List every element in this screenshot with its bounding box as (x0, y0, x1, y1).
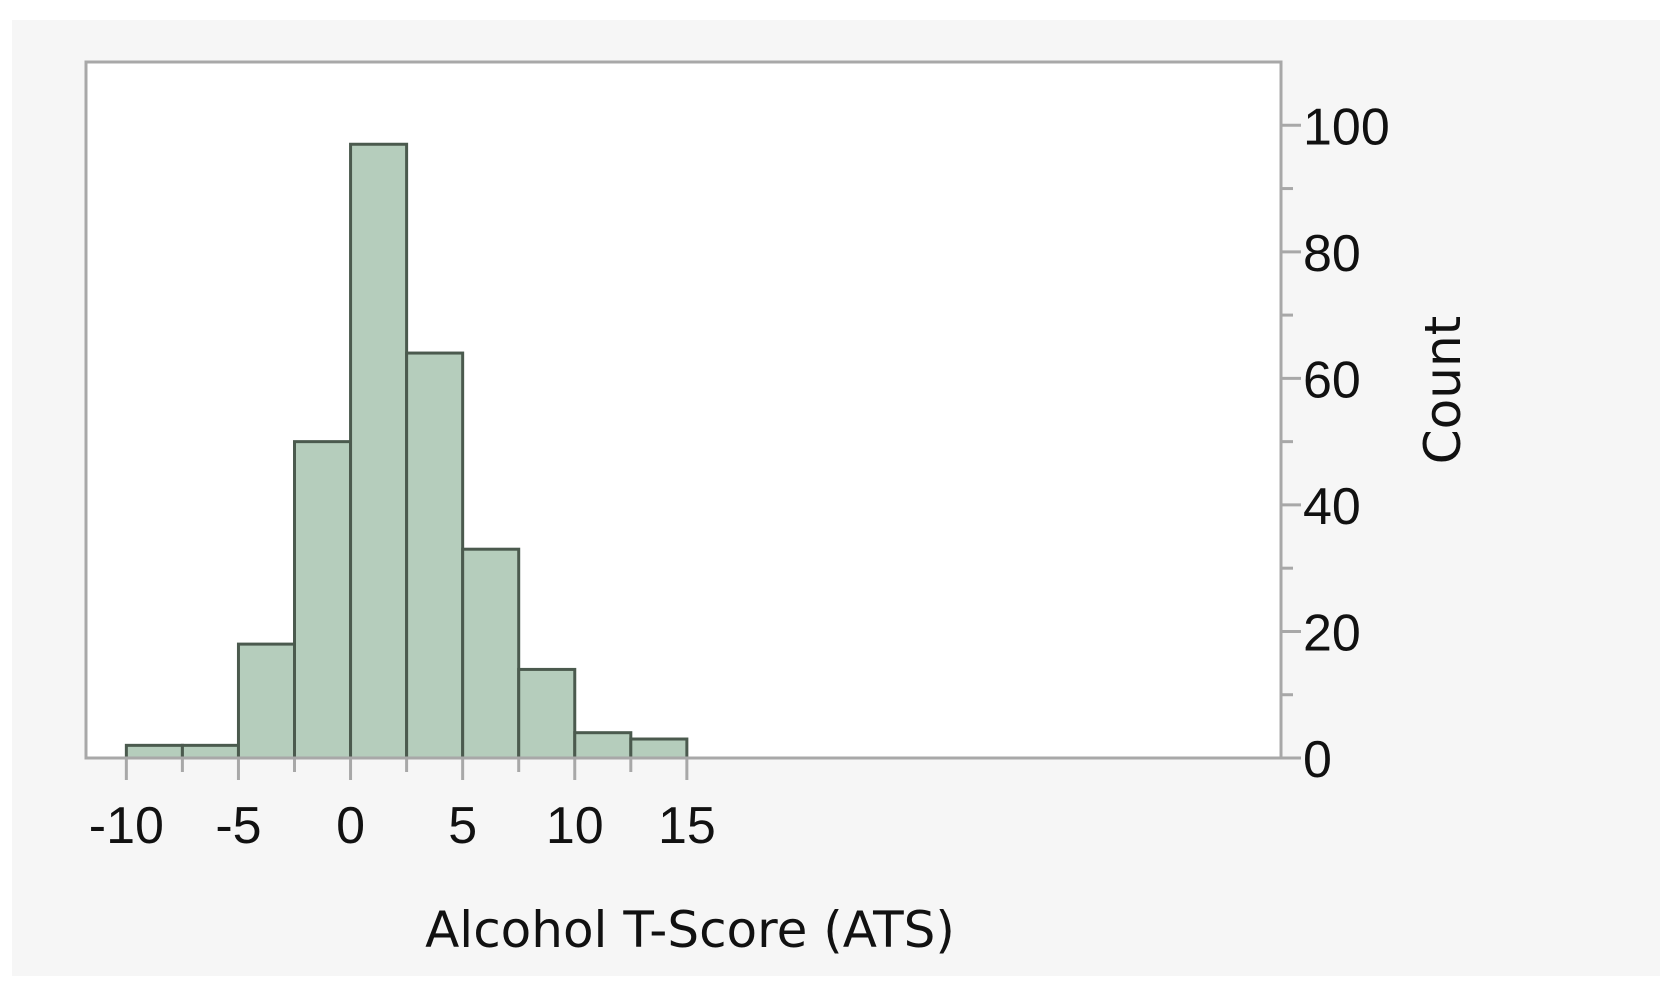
x-tick-label: -10 (89, 797, 164, 855)
y-axis: 0 20 40 60 80 100 (1279, 62, 1390, 789)
histogram-chart: -10 -5 0 5 10 15 0 20 40 60 80 100 Alcohol T-Score… (84, 60, 1472, 959)
histogram-bar (349, 142, 409, 760)
bars-group (124, 142, 689, 760)
y-tick-label: 60 (1303, 351, 1361, 409)
histogram-bar (461, 547, 521, 760)
plot-area (84, 60, 1283, 760)
histogram-bar (629, 737, 689, 760)
histogram-bar (517, 667, 577, 760)
chart-panel: -10 -5 0 5 10 15 0 20 40 60 80 100 Alcohol T-Score… (12, 20, 1660, 976)
histogram-bar (180, 743, 240, 760)
histogram-bar (236, 642, 297, 760)
x-axis-title: Alcohol T-Score (ATS) (425, 901, 955, 959)
histogram-bar (124, 743, 184, 760)
y-tick-label: 0 (1303, 731, 1332, 789)
y-tick-label: 80 (1303, 225, 1361, 283)
x-tick-label: 15 (658, 797, 716, 855)
x-tick-label: 0 (336, 797, 365, 855)
x-tick-label: 10 (546, 797, 604, 855)
x-axis: -10 -5 0 5 10 15 (86, 756, 1281, 855)
x-tick-label: -5 (215, 797, 261, 855)
y-tick-label: 20 (1303, 604, 1361, 662)
y-tick-label: 100 (1303, 98, 1390, 156)
histogram-bar (405, 351, 465, 760)
y-axis-title: Count (1414, 316, 1472, 465)
x-tick-label: 5 (448, 797, 477, 855)
histogram-bar (293, 440, 353, 760)
y-tick-label: 40 (1303, 478, 1361, 536)
histogram-bar (573, 731, 633, 760)
